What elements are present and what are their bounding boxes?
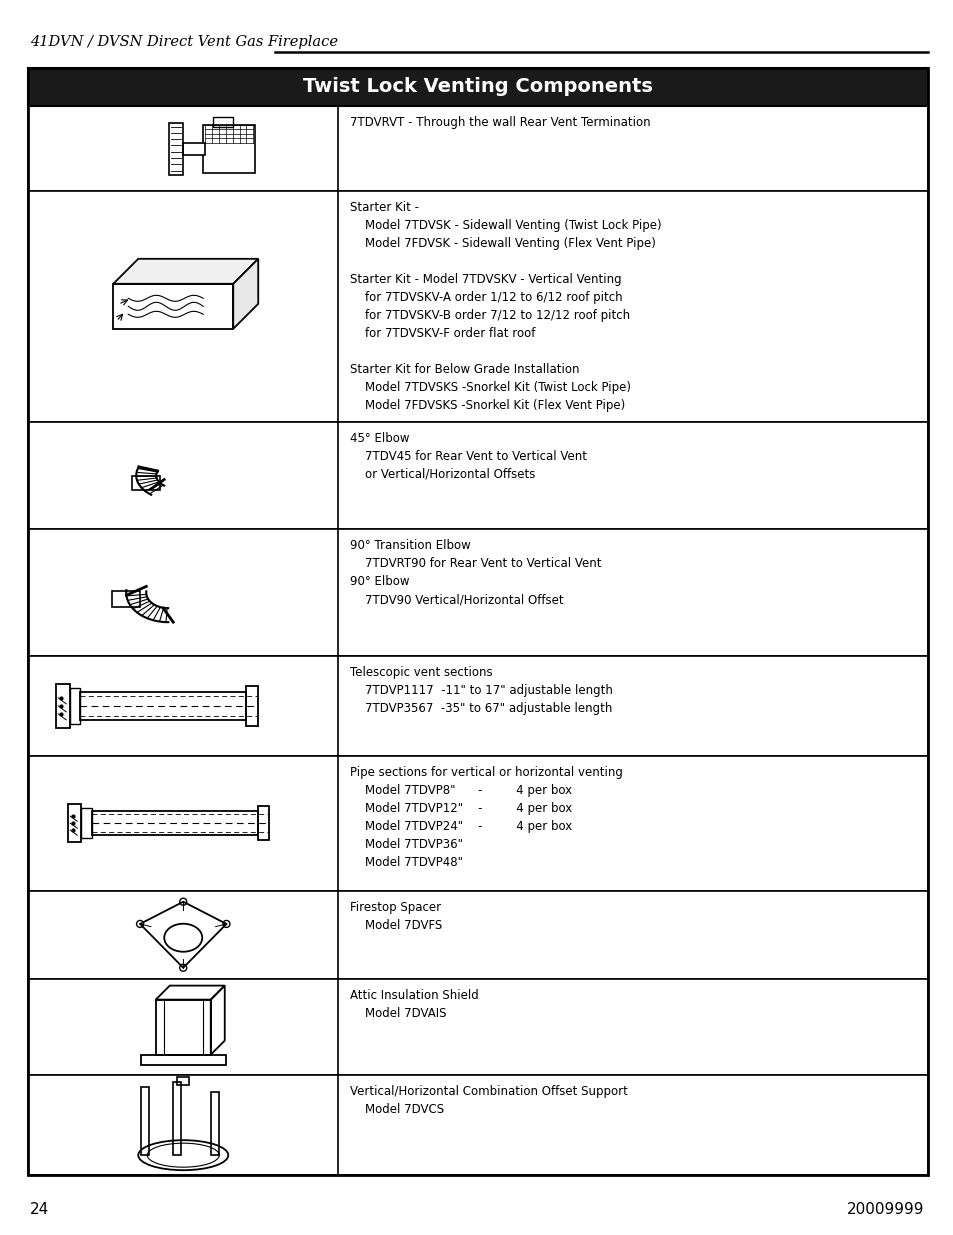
Text: Vertical/Horizontal Combination Offset Support
    Model 7DVCS: Vertical/Horizontal Combination Offset S…	[350, 1086, 628, 1116]
Bar	[80, 692, 246, 720]
Bar	[173, 1082, 181, 1155]
Text: Starter Kit -
    Model 7TDVSK - Sidewall Venting (Twist Lock Pipe)
    Model 7F: Starter Kit - Model 7TDVSK - Sidewall Ve…	[350, 201, 661, 412]
Bar	[141, 1087, 149, 1155]
Bar	[28, 656, 927, 756]
Bar	[183, 142, 205, 154]
Bar	[112, 590, 140, 606]
Bar	[258, 806, 269, 840]
Bar	[69, 804, 81, 842]
Text: Telescopic vent sections
    7TDVP1117  -11" to 17" adjustable length
    7TDVP3: Telescopic vent sections 7TDVP1117 -11" …	[350, 666, 613, 715]
Bar	[28, 68, 927, 106]
Bar	[177, 1077, 189, 1086]
Text: 41DVN / DVSN Direct Vent Gas Fireplace: 41DVN / DVSN Direct Vent Gas Fireplace	[30, 35, 337, 49]
Bar	[211, 1092, 219, 1155]
Bar	[28, 530, 927, 656]
Bar	[28, 756, 927, 890]
Bar	[92, 811, 258, 835]
Text: 45° Elbow
    7TDV45 for Rear Vent to Vertical Vent
    or Vertical/Horizontal O: 45° Elbow 7TDV45 for Rear Vent to Vertic…	[350, 431, 587, 480]
Bar	[169, 122, 183, 174]
Bar	[56, 684, 71, 727]
Bar	[28, 68, 927, 1174]
Bar	[28, 890, 927, 979]
Bar	[28, 979, 927, 1076]
Bar	[132, 475, 160, 490]
Text: Pipe sections for vertical or horizontal venting
    Model 7TDVP8"      -       : Pipe sections for vertical or horizontal…	[350, 766, 622, 868]
Bar	[203, 125, 255, 173]
Text: 7TDVRVT - Through the wall Rear Vent Termination: 7TDVRVT - Through the wall Rear Vent Ter…	[350, 116, 651, 128]
Polygon shape	[113, 259, 258, 284]
Bar	[28, 1076, 927, 1174]
Bar	[71, 688, 80, 724]
Bar	[28, 421, 927, 530]
Text: 20009999: 20009999	[845, 1203, 923, 1218]
Bar	[28, 191, 927, 421]
Text: Firestop Spacer
    Model 7DVFS: Firestop Spacer Model 7DVFS	[350, 900, 442, 931]
Bar	[213, 116, 233, 126]
Bar	[28, 106, 927, 191]
Bar	[81, 808, 92, 839]
Bar	[246, 685, 258, 726]
Text: Twist Lock Venting Components: Twist Lock Venting Components	[303, 78, 652, 96]
Polygon shape	[233, 259, 258, 329]
Bar	[141, 1055, 226, 1065]
Text: Attic Insulation Shield
    Model 7DVAIS: Attic Insulation Shield Model 7DVAIS	[350, 989, 478, 1020]
Text: 24: 24	[30, 1203, 50, 1218]
Text: 90° Transition Elbow
    7TDVRT90 for Rear Vent to Vertical Vent
90° Elbow
    7: 90° Transition Elbow 7TDVRT90 for Rear V…	[350, 540, 601, 606]
